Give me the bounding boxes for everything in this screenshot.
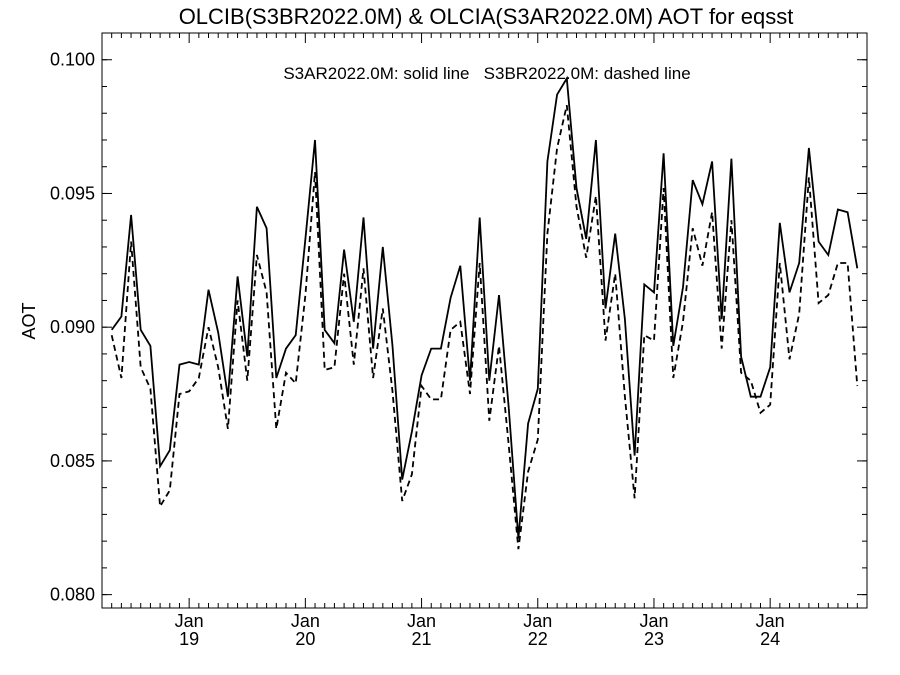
- plot-frame: [101, 32, 868, 609]
- y-tick-label: 0.080: [50, 585, 95, 605]
- x-tick-label-year: 24: [760, 629, 780, 649]
- x-tick-label-year: 19: [179, 629, 199, 649]
- legend-annotation: S3AR2022.0M: solid line S3BR2022.0M: das…: [283, 64, 690, 83]
- y-tick-label: 0.095: [50, 183, 95, 203]
- y-tick-label: 0.085: [50, 451, 95, 471]
- x-tick-label-month: Jan: [523, 611, 552, 631]
- x-tick-label-month: Jan: [639, 611, 668, 631]
- x-tick-label-month: Jan: [407, 611, 436, 631]
- chart-title: OLCIB(S3BR2022.0M) & OLCIA(S3AR2022.0M) …: [179, 4, 794, 29]
- x-tick-label-year: 21: [412, 629, 432, 649]
- y-axis-label: AOT: [19, 302, 39, 339]
- x-tick-label-month: Jan: [291, 611, 320, 631]
- series-line-s3ar2022-0m: [110, 75, 859, 539]
- x-tick-label-year: 22: [528, 629, 548, 649]
- y-axis: 0.080 0.085 0.090 0.095 0.100: [50, 50, 867, 605]
- x-tick-label-year: 23: [644, 629, 664, 649]
- x-tick-label-month: Jan: [756, 611, 785, 631]
- x-tick-label-month: Jan: [175, 611, 204, 631]
- x-tick-label-year: 20: [295, 629, 315, 649]
- y-tick-label: 0.100: [50, 50, 95, 70]
- series-layer: [110, 75, 859, 550]
- y-tick-label: 0.090: [50, 317, 95, 337]
- series-line-s3br2022-0m: [110, 105, 859, 550]
